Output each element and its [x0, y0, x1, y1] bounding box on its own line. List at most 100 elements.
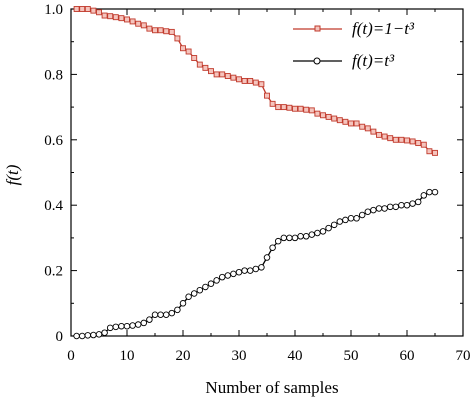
- x-tick-label: 50: [344, 348, 359, 364]
- series-2-point: [246, 267, 254, 274]
- series-2-point: [118, 322, 125, 330]
- plot-area-border: [70, 8, 464, 337]
- legend-marker-series-1: [314, 25, 321, 32]
- series-1-point: [258, 81, 265, 88]
- series-1-point: [163, 28, 170, 35]
- series-2-point: [134, 321, 142, 328]
- series-2-point: [106, 324, 114, 332]
- x-tick-label: 20: [176, 348, 191, 364]
- legend-label-series-2: f(t)=t³: [352, 51, 395, 70]
- x-tick-label: 10: [120, 348, 135, 364]
- series-1-point: [336, 117, 343, 124]
- series-2-point: [168, 309, 176, 317]
- series-2-point: [381, 205, 388, 212]
- y-tick-labels: 0 0.2 0.4 0.6 0.8 1.0: [44, 2, 63, 345]
- series-1-point: [269, 100, 276, 107]
- y-tick-label: 0: [56, 329, 64, 345]
- y-tick-label: 1.0: [44, 2, 63, 18]
- series-1-point: [297, 105, 304, 112]
- series-2-point: [190, 290, 198, 297]
- series-1-point: [224, 73, 231, 79]
- series-2-point: [319, 228, 327, 235]
- series-2-point: [386, 203, 394, 211]
- series-2-point: [353, 215, 360, 222]
- series-1-point: [247, 77, 254, 84]
- series-1-point: [404, 137, 410, 144]
- series-2-point: [370, 206, 377, 214]
- series-2-point: [398, 201, 405, 209]
- series-2: [73, 188, 439, 340]
- series-2-point: [252, 265, 260, 273]
- series-1-point: [213, 71, 220, 78]
- series-2-point: [308, 231, 316, 238]
- series-2-point: [196, 286, 204, 294]
- series-2-point: [218, 273, 226, 281]
- tick-marks: [70, 8, 464, 337]
- series-1-point: [415, 140, 422, 147]
- x-axis-title: Number of samples: [205, 378, 338, 397]
- x-tick-label: 30: [232, 348, 247, 364]
- series-1-point: [196, 61, 203, 68]
- series-1-point: [180, 45, 186, 52]
- series-2-point: [123, 322, 131, 330]
- plot-frame: [70, 8, 464, 337]
- series-1-point: [140, 22, 147, 29]
- series-1-point: [208, 68, 214, 75]
- series-1-point: [320, 112, 326, 119]
- series-2-point: [146, 316, 153, 323]
- series-2-point: [112, 323, 120, 331]
- series-2-point: [336, 218, 344, 225]
- series-1-point: [118, 15, 125, 22]
- series-2-point: [392, 203, 400, 211]
- series-2-point: [157, 311, 164, 318]
- y-axis-title: f(t): [3, 164, 22, 185]
- series-2-line: [76, 191, 435, 337]
- series-1-point: [370, 128, 377, 135]
- series-1-point: [168, 28, 175, 35]
- series-1-point: [432, 149, 438, 156]
- series-1-point: [342, 118, 349, 125]
- series-2-point: [420, 192, 428, 199]
- series-1-point: [236, 76, 242, 83]
- series-1-point: [219, 71, 226, 78]
- x-tick-label: 0: [67, 348, 75, 364]
- x-tick-label: 70: [456, 348, 471, 364]
- y-tick-label: 0.6: [44, 133, 63, 149]
- series-1-point: [280, 104, 287, 111]
- series-2-point: [414, 198, 422, 206]
- series-2-point: [129, 322, 136, 329]
- series-1-point: [420, 141, 427, 148]
- series-1-point: [286, 104, 293, 111]
- series-2-point: [213, 277, 220, 284]
- series-2-point: [297, 233, 304, 240]
- series-1-point: [124, 16, 130, 23]
- series-1-point: [264, 92, 270, 99]
- series-1-point: [84, 6, 91, 12]
- series-2-point: [174, 306, 181, 314]
- series-1-point: [230, 74, 237, 81]
- series-1-point: [157, 27, 164, 34]
- series-1-point: [107, 13, 114, 20]
- series-1-point: [381, 133, 388, 140]
- series-2-point: [364, 208, 372, 215]
- series-1-point: [202, 64, 209, 71]
- series-1-point: [79, 6, 86, 12]
- series-2-point: [314, 229, 321, 237]
- series-2-point: [280, 234, 288, 242]
- series-1-point: [292, 105, 298, 112]
- series-1-point: [308, 107, 315, 114]
- series-1-point: [303, 106, 310, 113]
- series-1-point: [426, 148, 433, 155]
- series-2-point: [330, 221, 338, 229]
- y-tick-label: 0.8: [44, 67, 63, 83]
- series-2-point: [140, 319, 148, 327]
- series-2-point: [179, 300, 187, 307]
- series-1-point: [152, 27, 158, 34]
- series-2-point: [263, 254, 271, 261]
- series-1-point: [129, 18, 136, 25]
- series-2-point: [151, 311, 159, 318]
- series-2-point: [162, 311, 170, 318]
- series-2-point: [286, 234, 293, 242]
- series-1-point: [185, 48, 192, 55]
